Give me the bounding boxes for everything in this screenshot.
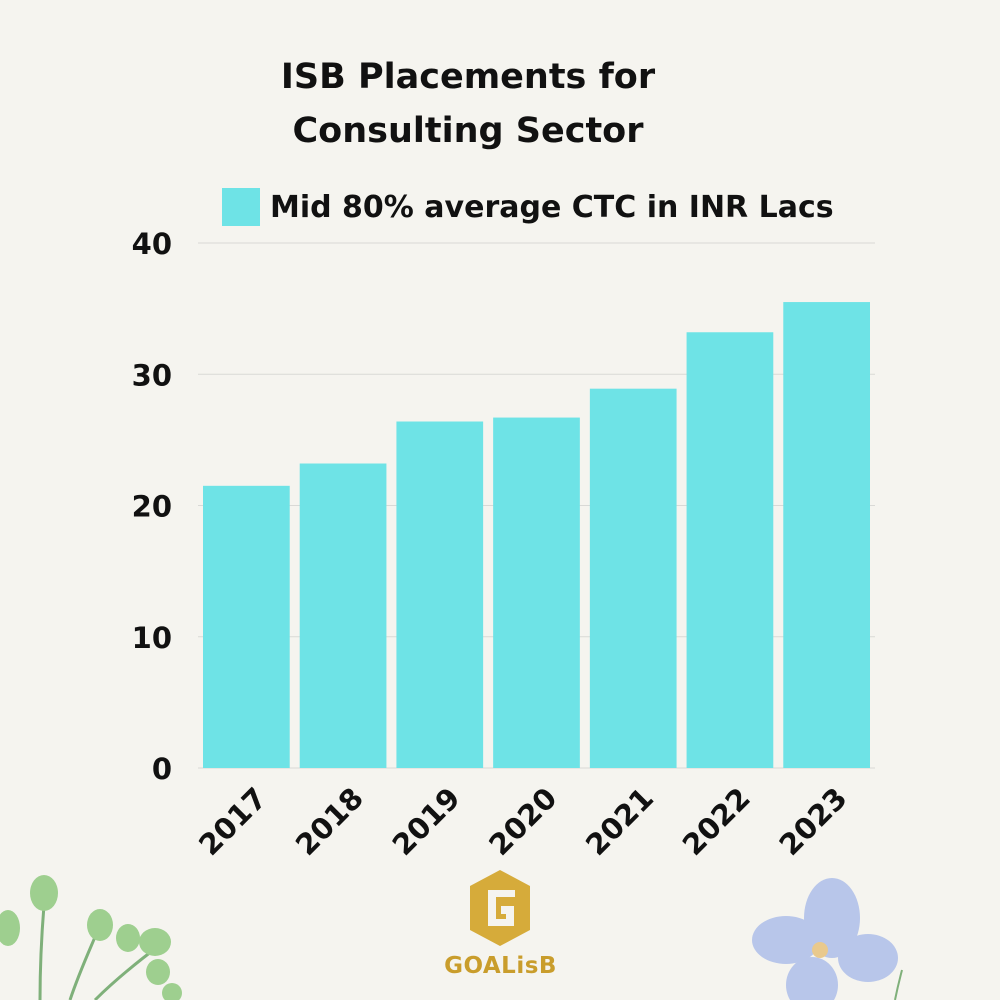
logo-text: GOALisB: [444, 953, 557, 979]
bar: [589, 388, 677, 768]
leaf-decoration-icon: [0, 875, 182, 1000]
x-tick-label: 2017: [192, 781, 273, 862]
y-tick-label: 20: [132, 490, 172, 524]
chart-title-line-1: ISB Placements for: [280, 57, 656, 97]
bars: [203, 302, 870, 768]
bar: [203, 485, 290, 768]
chart-title-line-2: Consulting Sector: [292, 111, 644, 151]
bar: [493, 417, 580, 768]
bar: [686, 332, 774, 768]
flower-decoration-icon: [752, 878, 903, 1000]
x-tick-label: 2022: [676, 781, 757, 862]
y-tick-label: 0: [152, 752, 172, 786]
x-tick-label: 2023: [772, 781, 853, 862]
bar: [299, 463, 387, 768]
legend-swatch: [222, 188, 260, 226]
bar: [783, 302, 870, 768]
y-tick-label: 40: [132, 227, 172, 261]
chart-legend: Mid 80% average CTC in INR Lacs: [222, 186, 834, 228]
y-tick-labels: 0 10 20 30 40: [132, 227, 172, 786]
bar: [396, 421, 484, 768]
y-tick-label: 30: [132, 358, 172, 392]
x-tick-label: 2020: [482, 781, 563, 862]
x-tick-label: 2018: [289, 781, 370, 862]
y-tick-label: 10: [132, 621, 172, 655]
goalisb-logo-icon: [470, 870, 530, 946]
legend-label: Mid 80% average CTC in INR Lacs: [270, 189, 834, 225]
x-tick-labels: 2017 2018 2019 2020 2021 2022 2023: [192, 781, 853, 862]
x-tick-label: 2021: [579, 781, 660, 862]
x-tick-label: 2019: [386, 781, 467, 862]
